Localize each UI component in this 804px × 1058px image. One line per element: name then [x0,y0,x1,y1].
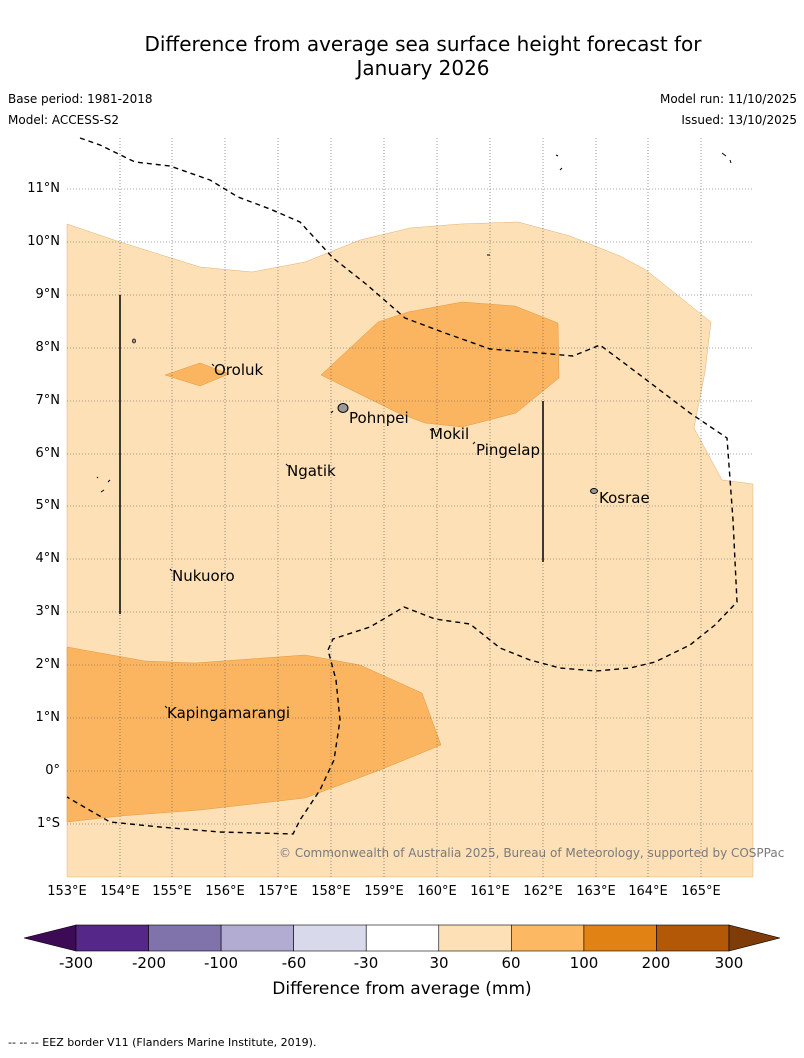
base-period: Base period: 1981-2018 [8,92,153,106]
colorbar-segment-7 [583,924,657,952]
model-run: Model run: 11/10/2025 [659,92,797,106]
eez-footnote: -- -- -- EEZ border V11 (Flanders Marine… [8,1036,317,1049]
colorbar-extend-low [23,924,77,952]
place-label-mokil: Mokil [430,425,470,443]
eez-border [66,137,738,835]
anomaly-region-60-100-central [320,301,560,428]
colorbar-segment-4 [365,924,440,952]
lat-label-1s: 1°S [36,816,60,831]
islet-nukuoro [169,568,173,572]
lon-label-163e: 163°E [576,884,616,899]
lat-label-2n: 2°N [35,657,61,672]
lon-label-155e: 155°E [152,884,192,899]
islet-northeast [555,152,732,171]
lat-label-5n: 5°N [35,498,61,513]
copyright-notice: © Commonwealth of Australia 2025, Bureau… [279,846,785,860]
colorbar-segment-3 [293,924,367,952]
pohnpei-island [337,403,349,413]
map-title: Difference from average sea surface heig… [0,32,804,80]
colorbar-tick-4: -30 [353,954,379,972]
lon-label-159e: 159°E [364,884,404,899]
islet-pingelap [472,441,476,445]
lat-label-7n: 7°N [35,393,61,408]
colorbar-segment-1 [148,924,222,952]
colorbar-tick-7: 100 [569,954,599,972]
colorbar-tick-0: -300 [58,954,94,972]
lat-label-6n: 6°N [35,446,61,461]
issued-date: Issued: 13/10/2025 [681,113,797,127]
title-line-1: Difference from average sea surface heig… [144,32,702,56]
lon-label-157e: 157°E [258,884,298,899]
title-line-2: January 2026 [356,56,490,80]
islet-mokil [429,428,433,432]
colorbar [23,924,781,952]
graticule [67,138,753,877]
colorbar-tick-8: 200 [641,954,671,972]
lat-label-11n: 11°N [27,181,60,196]
colorbar-tick-2: -100 [203,954,239,972]
colorbar-segment-5 [438,924,512,952]
lat-label-1n: 1°N [35,710,61,725]
lon-label-153e: 153°E [47,884,87,899]
islet-kapinga [164,705,168,709]
lat-label-4n: 4°N [35,551,61,566]
islet-pohnpei-west [330,410,334,414]
islet-west [96,476,111,493]
place-label-kapingamarangi: Kapingamarangi [167,704,291,722]
lat-label-equator: 0° [45,763,60,778]
colorbar-segment-8 [656,924,730,952]
lon-label-161e: 161°E [470,884,510,899]
model-name: Model: ACCESS-S2 [8,113,120,127]
place-label-nukuoro: Nukuoro [172,567,235,585]
lon-label-164e: 164°E [628,884,668,899]
colorbar-tick-6: 60 [501,954,521,972]
lon-label-154e: 154°E [100,884,140,899]
colorbar-label: Difference from average (mm) [272,979,532,999]
lon-label-158e: 158°E [311,884,351,899]
lat-label-3n: 3°N [35,604,61,619]
colorbar-segment-2 [220,924,294,952]
colorbar-segment-6 [511,924,585,952]
lat-label-9n: 9°N [35,287,61,302]
lon-label-162e: 162°E [523,884,563,899]
islet-oroluk [211,363,215,367]
colorbar-segment-0 [75,924,149,952]
anomaly-region-60-100-oroluk [164,362,230,387]
lon-label-165e: 165°E [681,884,721,899]
colorbar-tick-9: 300 [714,954,744,972]
islet-ngatik [285,463,289,467]
colorbar-tick-3: -60 [281,954,307,972]
anomaly-region-60-100-south [66,646,442,823]
colorbar-tick-1: -200 [131,954,167,972]
place-label-kosrae: Kosrae [599,489,650,507]
place-label-pohnpei: Pohnpei [349,409,409,427]
place-label-pingelap: Pingelap [476,441,541,459]
lat-label-8n: 8°N [35,340,61,355]
islet-north [132,338,136,344]
place-label-oroluk: Oroluk [214,361,264,379]
lat-label-10n: 10°N [27,234,60,249]
colorbar-extend-high [728,924,781,952]
place-label-ngatik: Ngatik [287,462,336,480]
colorbar-tick-5: 30 [429,954,449,972]
lon-label-156e: 156°E [205,884,245,899]
lon-label-160e: 160°E [417,884,457,899]
kosrae-island [590,488,598,494]
